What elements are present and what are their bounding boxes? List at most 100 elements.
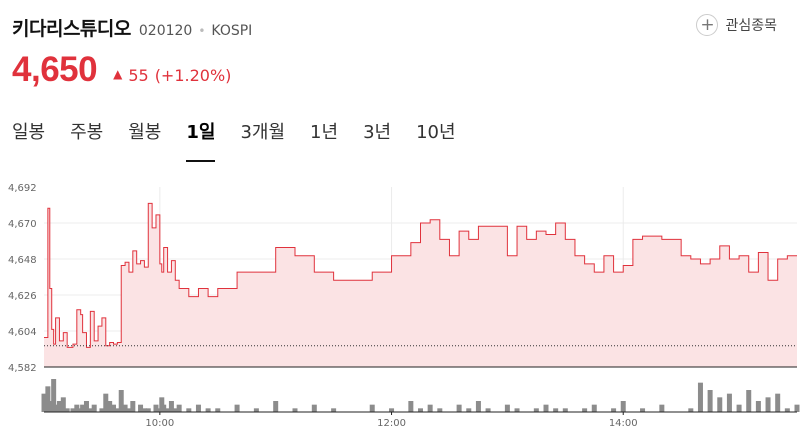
tab-period[interactable]: 3년 <box>363 122 392 143</box>
volume-bar <box>418 408 423 412</box>
volume-bar <box>746 390 752 412</box>
volume-bar <box>145 408 151 412</box>
volume-bar <box>141 408 147 412</box>
add-watchlist-button[interactable]: + 관심종목 <box>696 14 777 36</box>
volume-bar <box>114 408 120 412</box>
price-row: 4,650 ▲ 55 (+1.20%) <box>12 50 231 90</box>
volume-bar <box>126 408 132 412</box>
volume-bar <box>292 408 298 412</box>
volume-bar <box>273 401 279 412</box>
y-tick-label: 4,582 <box>8 363 37 374</box>
volume-bar <box>130 401 136 412</box>
stock-name: 키다리스튜디오 <box>12 18 131 40</box>
volume-bar <box>784 408 790 412</box>
volume-bar <box>553 408 559 412</box>
volume-bar <box>234 404 240 412</box>
volume-bar <box>107 401 113 412</box>
y-tick-label: 4,648 <box>8 255 37 266</box>
volume-bar <box>562 408 568 412</box>
volume-bar <box>640 408 646 412</box>
volume-bar <box>408 401 414 412</box>
volume-bar <box>717 397 723 412</box>
volume-bar <box>726 393 732 412</box>
tab-period[interactable]: 1년 <box>310 122 339 143</box>
volume-bar <box>91 404 97 412</box>
volume-bar <box>475 401 481 412</box>
volume-bar <box>437 408 443 412</box>
y-tick-label: 4,670 <box>8 219 37 230</box>
volume-bar <box>56 401 62 412</box>
watchlist-label: 관심종목 <box>725 18 777 34</box>
volume-bar <box>83 401 89 412</box>
volume-bar <box>514 408 520 412</box>
volume-bar <box>736 404 742 412</box>
volume-bar <box>794 404 800 412</box>
volume-bar <box>165 408 171 412</box>
volume-bar <box>122 404 128 412</box>
plus-icon: + <box>696 14 719 36</box>
tab-period[interactable]: 3개월 <box>240 122 286 143</box>
separator-dot: • <box>198 24 206 38</box>
tab-period[interactable]: 월봉 <box>128 122 162 143</box>
volume-bar <box>485 408 491 412</box>
volume-bar <box>331 408 337 412</box>
volume-bar <box>51 379 57 412</box>
market-name: KOSPI <box>211 23 253 39</box>
stock-code: 020120 <box>138 23 193 39</box>
volume-bar <box>427 404 433 412</box>
volume-bar <box>176 404 182 412</box>
volume-bar <box>153 404 159 412</box>
volume-bar <box>659 404 665 412</box>
volume-bar <box>755 401 761 412</box>
volume-bar <box>161 404 167 412</box>
price-change-percent: (+1.20%) <box>154 66 232 85</box>
volume-bar <box>591 404 597 412</box>
stock-header: 키다리스튜디오 020120 • KOSPI <box>12 14 252 42</box>
volume-bar <box>533 408 539 412</box>
volume-bar <box>311 404 317 412</box>
volume-bar <box>765 397 771 412</box>
price-change: 55 <box>128 66 149 85</box>
volume-bar <box>688 408 694 412</box>
y-tick-label: 4,604 <box>8 327 37 338</box>
volume-bar <box>64 408 70 412</box>
period-tabs: 일봉 주봉 월봉 1일 3개월 1년 3년 10년 <box>12 118 481 162</box>
volume-bar <box>70 408 76 412</box>
tab-period[interactable]: 주봉 <box>70 122 104 143</box>
volume-bar <box>369 404 375 412</box>
volume-bar <box>80 404 86 412</box>
volume-bar <box>159 397 165 412</box>
volume-bar <box>620 401 626 412</box>
y-tick-label: 4,626 <box>8 291 37 302</box>
intraday-chart: 4,692 4,670 4,648 4,626 4,604 4,582 10:00 12:00… <box>8 183 800 429</box>
current-price: 4,650 <box>12 50 98 89</box>
volume-bar <box>186 408 192 412</box>
volume-bar <box>111 404 117 412</box>
volume-bar <box>611 408 617 412</box>
volume-bar <box>118 390 124 412</box>
tab-period[interactable]: 일봉 <box>12 122 46 143</box>
volume-bar <box>87 408 93 412</box>
volume-bar <box>103 393 109 412</box>
x-tick-label: 14:00 <box>609 418 638 429</box>
volume-bar <box>60 397 66 412</box>
volume-bar <box>74 404 80 412</box>
volume-bar <box>775 393 781 412</box>
volume-bar <box>543 404 549 412</box>
volume-bar <box>195 404 201 412</box>
volume-bar <box>41 393 47 412</box>
price-line <box>44 202 797 348</box>
volume-bar <box>99 408 105 412</box>
price-area <box>44 203 797 367</box>
tab-period[interactable]: 10년 <box>416 122 456 143</box>
volume-bar <box>138 404 144 412</box>
x-tick-label: 12:00 <box>377 418 406 429</box>
volume-bar <box>168 401 174 412</box>
tab-period[interactable]: 1일 <box>186 118 216 162</box>
up-triangle-icon: ▲ <box>113 67 123 81</box>
volume-bar <box>215 408 221 412</box>
volume-bar <box>697 382 703 412</box>
volume-bar <box>466 408 472 412</box>
x-tick-label: 10:00 <box>145 418 174 429</box>
volume-bar <box>205 408 211 412</box>
